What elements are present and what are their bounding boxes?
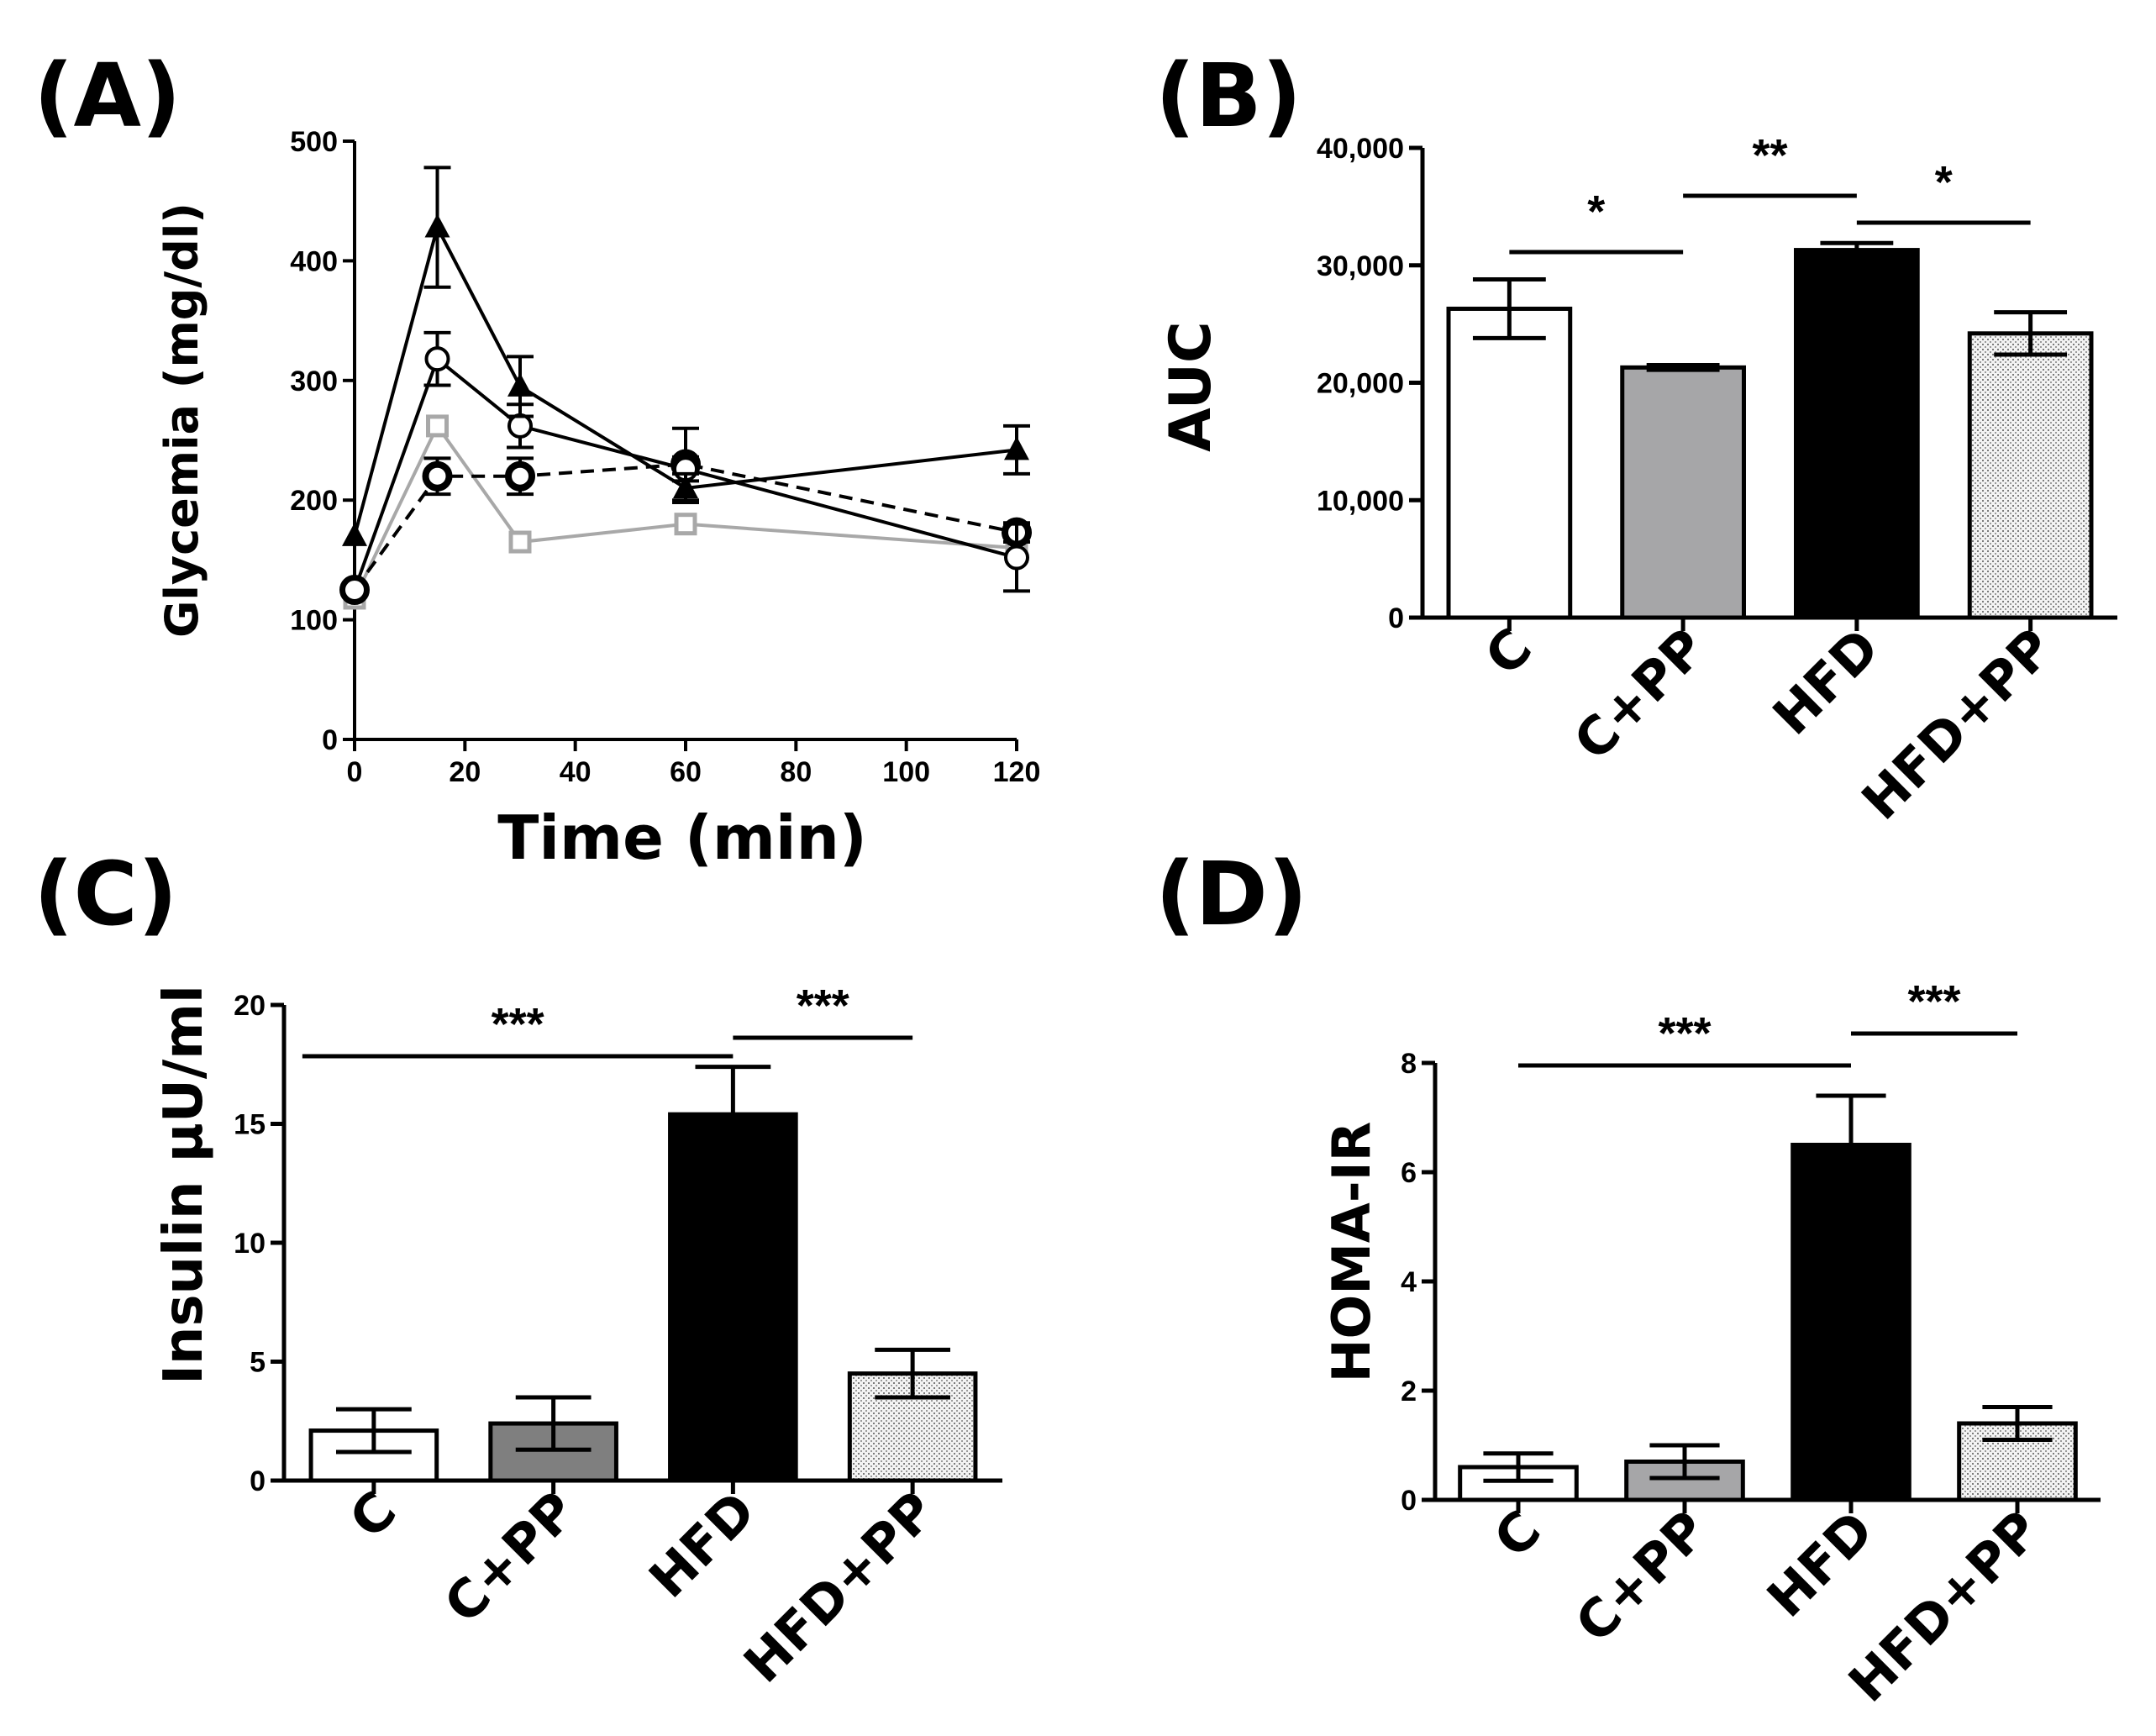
a-x-tick-label: 120 (993, 756, 1041, 788)
c-significance-label: *** (797, 981, 849, 1031)
a-point-bold-circle (505, 460, 535, 492)
b-significance-label: ** (1752, 130, 1787, 181)
b-category-label: HFD (1761, 617, 1891, 747)
b-y-tick-label: 40,000 (1317, 133, 1404, 165)
b-y-tick-label: 20,000 (1317, 368, 1404, 400)
d-y-tick-label: 4 (1401, 1266, 1417, 1298)
b-bar-hfd (1794, 248, 1920, 620)
a-point-triangle (424, 213, 450, 238)
b-category-label: C+PP (1562, 617, 1717, 772)
panel-label-a: (A) (34, 45, 181, 147)
a-x-tick-label: 100 (882, 756, 930, 788)
c-y-tick-label: 15 (234, 1109, 266, 1141)
c-y-tick-label: 0 (250, 1465, 266, 1497)
d-bar-hfd (1791, 1143, 1911, 1502)
a-point-grey-square (508, 530, 532, 554)
homa-ir-y-axis-title: HOMA-IR (1321, 1122, 1382, 1383)
b-bar-c-plus-pp (1620, 365, 1746, 620)
a-y-tick-label: 300 (290, 366, 338, 397)
b-y-tick-label: 10,000 (1317, 485, 1404, 517)
glycemia-y-axis-title: Glycemia (mg/dl) (155, 203, 208, 638)
panel-label-c: (C) (34, 843, 177, 945)
a-x-tick-label: 0 (347, 756, 363, 788)
time-x-axis-title: Time (min) (497, 802, 867, 873)
a-x-tick-label: 40 (560, 756, 592, 788)
c-bar-hfd (668, 1112, 798, 1483)
a-x-tick-label: 80 (780, 756, 812, 788)
a-point-grey-square (426, 414, 449, 438)
a-x-tick-label: 60 (670, 756, 702, 788)
c-category-label: C (338, 1480, 408, 1550)
b-y-tick-label: 0 (1388, 602, 1404, 634)
a-point-triangle (507, 372, 533, 397)
d-y-tick-label: 8 (1401, 1048, 1417, 1080)
b-category-label: HFD+PP (1850, 617, 2065, 832)
insulin-y-axis-title: Insulin μU/ml (153, 985, 215, 1385)
a-y-tick-label: 100 (290, 605, 338, 637)
b-category-label: C (1473, 617, 1543, 687)
c-category-label: HFD (637, 1480, 767, 1610)
c-significance-label: *** (492, 999, 544, 1049)
a-series-triangle (342, 166, 1030, 546)
panel-label-d: (D) (1155, 843, 1307, 945)
a-y-tick-label: 200 (290, 485, 338, 517)
a-point-triangle (342, 522, 367, 546)
d-significance-label: *** (1907, 976, 1960, 1027)
b-significance-label: * (1935, 157, 1953, 208)
d-category-label: C (1482, 1499, 1553, 1570)
d-y-tick-label: 6 (1401, 1157, 1417, 1189)
a-y-tick-label: 500 (290, 126, 338, 158)
c-y-tick-label: 20 (234, 990, 266, 1022)
a-point-open-circle (507, 413, 533, 439)
a-y-tick-label: 400 (290, 245, 338, 277)
b-y-tick-label: 30,000 (1317, 250, 1404, 282)
a-point-bold-circle (422, 460, 453, 492)
a-point-triangle (673, 474, 698, 498)
auc-bar-chart: AUC 0 10,000 20,000 30,000 40,000 C C+PP HFDHFD… (1158, 130, 2117, 832)
glycemia-line-chart: Glycemia (mg/dl) Time (min) 010020030040… (155, 126, 1040, 873)
a-point-open-circle (424, 346, 450, 372)
a-point-open-circle (342, 577, 367, 602)
d-category-label: HFD (1755, 1499, 1885, 1629)
a-point-open-circle (1004, 544, 1029, 571)
a-x-tick-label: 20 (449, 756, 481, 788)
auc-y-axis-title: AUC (1158, 321, 1224, 452)
d-significance-label: *** (1658, 1008, 1711, 1059)
c-y-tick-label: 5 (250, 1347, 266, 1379)
a-point-grey-square (674, 513, 697, 536)
b-bar-c (1446, 306, 1573, 620)
d-category-label: C+PP (1564, 1499, 1719, 1654)
c-y-tick-label: 10 (234, 1228, 266, 1260)
b-significance-label: * (1587, 187, 1605, 237)
a-y-tick-label: 0 (322, 724, 338, 756)
d-y-tick-label: 0 (1401, 1485, 1417, 1517)
a-point-triangle (1004, 436, 1029, 460)
panel-label-b: (B) (1155, 45, 1301, 147)
b-bar-hfd-plus-pp (1967, 331, 2094, 620)
d-y-tick-label: 2 (1401, 1376, 1417, 1407)
c-category-label: HFD+PP (732, 1480, 947, 1695)
c-category-label: C+PP (432, 1480, 587, 1635)
